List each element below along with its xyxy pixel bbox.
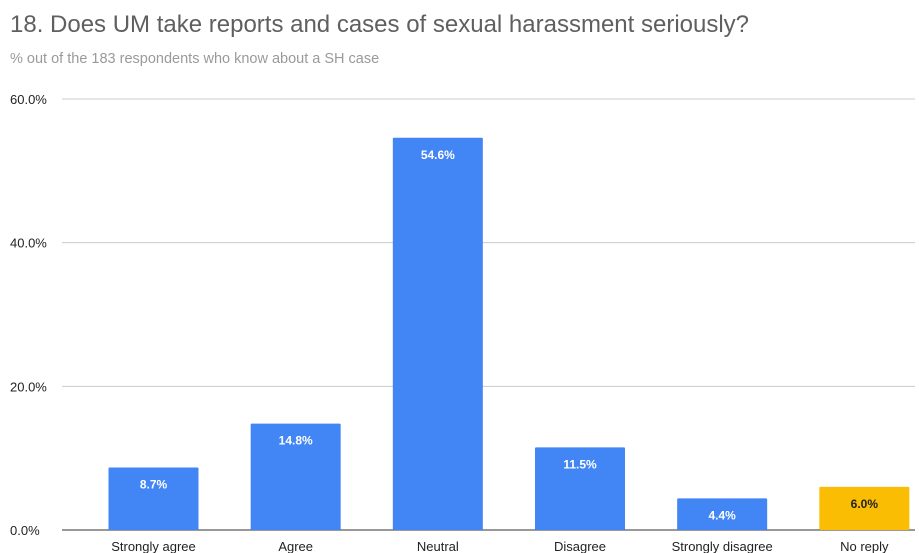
chart-subtitle: % out of the 183 respondents who know ab… xyxy=(10,51,380,67)
y-axis: 0.0% 20.0% 40.0% 60.0% xyxy=(10,92,47,538)
chart-title: 18. Does UM take reports and cases of se… xyxy=(10,11,750,38)
x-tick-label: Disagree xyxy=(554,539,606,553)
gridlines xyxy=(62,98,915,531)
y-tick-label: 20.0% xyxy=(10,379,47,394)
y-tick-label: 0.0% xyxy=(10,523,40,538)
bar xyxy=(819,486,910,530)
bar xyxy=(535,447,625,530)
data-label: 8.7% xyxy=(140,478,168,492)
x-axis: Strongly agree Agree Neutral Disagree Strong… xyxy=(111,539,889,553)
bar xyxy=(677,498,768,530)
x-tick-label: Strongly agree xyxy=(111,539,196,553)
x-tick-label: Agree xyxy=(278,539,313,553)
x-tick-label: Neutral xyxy=(417,539,459,553)
y-tick-label: 40.0% xyxy=(10,236,47,251)
data-label: 6.0% xyxy=(851,497,879,511)
x-tick-label: No reply xyxy=(840,539,889,553)
y-tick-label: 60.0% xyxy=(10,92,47,107)
data-label: 54.6% xyxy=(421,148,455,162)
x-tick-label: Strongly disagree xyxy=(672,539,773,553)
data-label: 4.4% xyxy=(708,508,736,522)
data-label: 11.5% xyxy=(563,457,597,471)
bars: 8.7% 14.8% 54.6% 11.5% 4.4% 6.0% xyxy=(108,137,910,531)
bar xyxy=(250,423,341,530)
bar xyxy=(108,467,199,530)
data-label: 14.8% xyxy=(279,434,313,448)
bar xyxy=(392,137,483,531)
